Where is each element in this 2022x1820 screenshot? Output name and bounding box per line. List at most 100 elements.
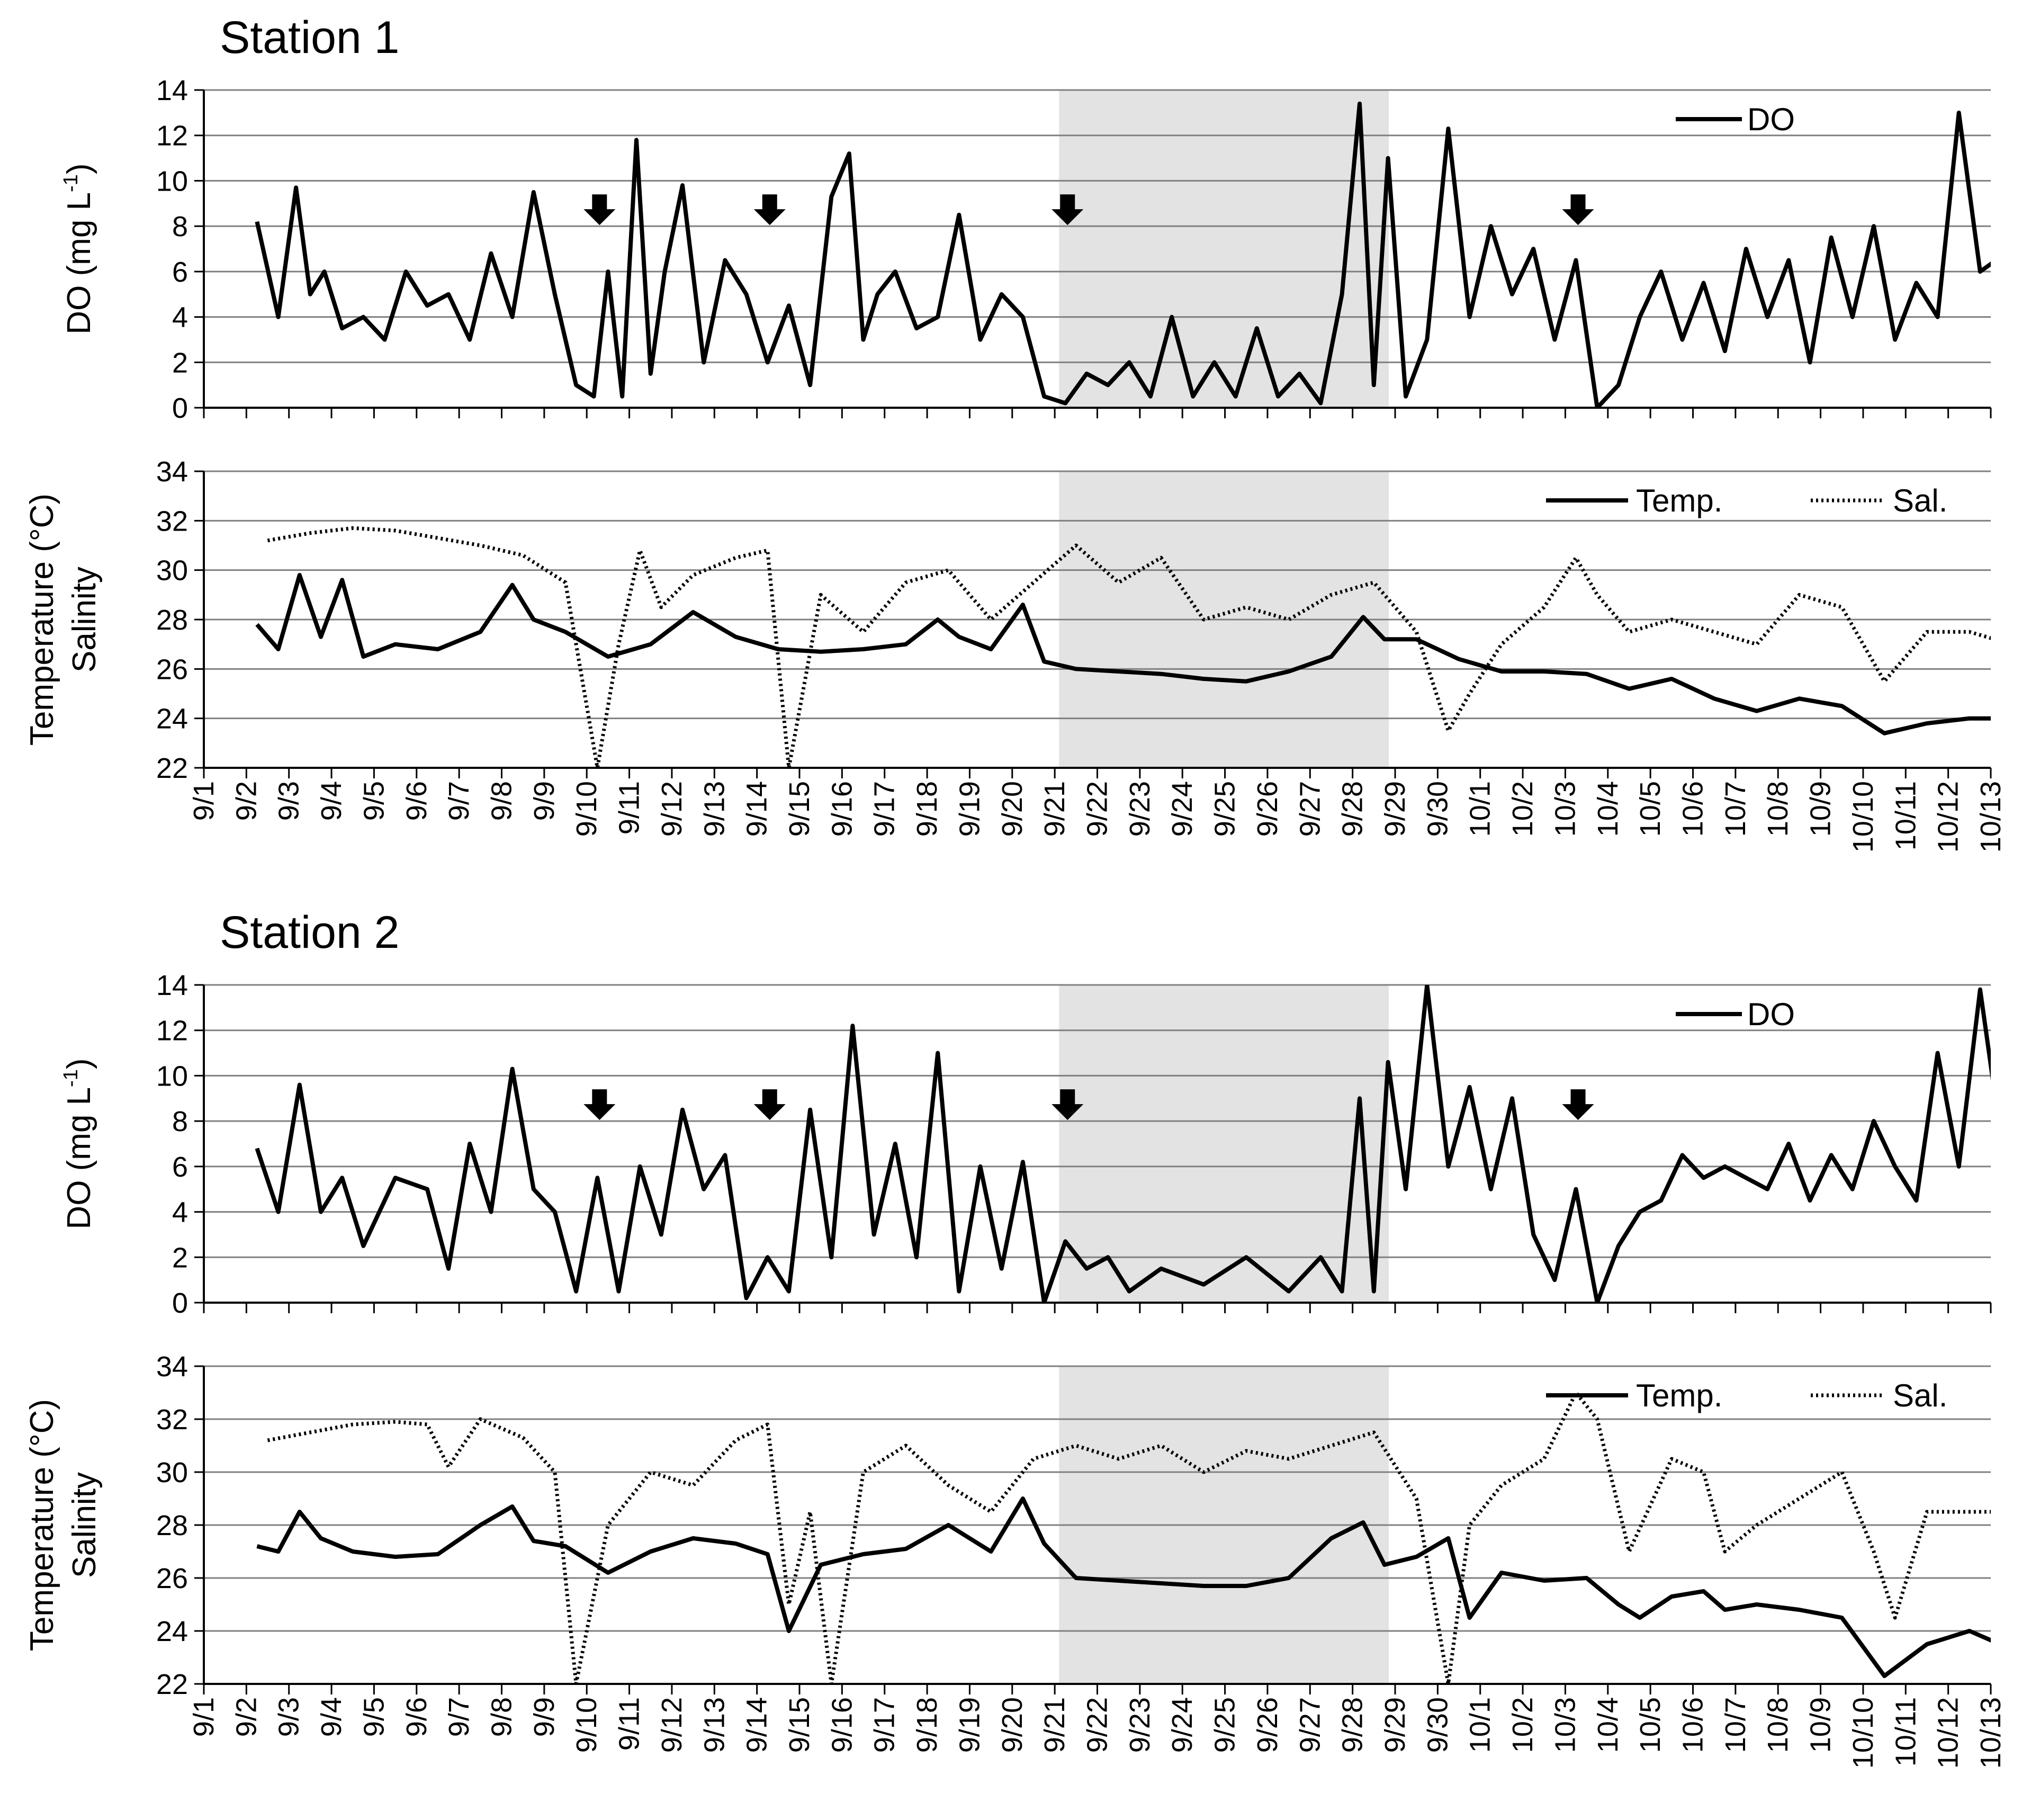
x-tick-label: 10/5 (1634, 1697, 1666, 1753)
y-tick-label: 4 (172, 1197, 188, 1229)
y-tick-label: 28 (156, 1510, 188, 1541)
y-tick-label: 8 (172, 211, 188, 243)
y-tick-label: 32 (156, 1404, 188, 1436)
x-tick-label: 10/5 (1634, 781, 1666, 837)
x-tick-label: 9/5 (358, 781, 390, 821)
x-tick-label: 9/8 (486, 1697, 518, 1737)
x-tick-label: 9/27 (1294, 781, 1326, 837)
x-tick-label: 9/12 (656, 1697, 688, 1753)
x-tick-label: 9/17 (869, 1697, 901, 1753)
legend: Temp. Sal. (1546, 483, 1947, 518)
x-tick-label: 9/12 (656, 781, 688, 837)
y-tick-label: 0 (172, 1287, 188, 1319)
x-tick-label: 10/9 (1805, 1697, 1837, 1753)
legend: DO (1676, 997, 1795, 1032)
x-tick-label: 9/28 (1337, 781, 1369, 837)
x-tick-label: 10/3 (1549, 1697, 1581, 1753)
x-tick-label: 9/9 (528, 781, 560, 821)
station-1-ts-panel: Temperature (°C) Salinity 22 24 26 28 30 32 34 (24, 456, 188, 784)
y-tick-label: 24 (156, 1616, 188, 1647)
legend-label-sal: Sal. (1893, 483, 1947, 518)
station-1-title: Station 1 (220, 12, 399, 63)
x-tick-label: 9/10 (571, 1697, 603, 1753)
y-tick-label: 14 (156, 75, 188, 106)
y-tick-label: 26 (156, 1563, 188, 1594)
x-tick-label: 10/1 (1464, 1697, 1496, 1753)
x-tick-label: 9/13 (698, 1697, 730, 1753)
y-tick-label: 12 (156, 120, 188, 152)
x-tick-label: 9/22 (1082, 781, 1113, 837)
series-line-temp (256, 1496, 1991, 1678)
svg-text:DO (mg L-1): DO (mg L-1) (60, 1058, 97, 1229)
legend-label-temp: Temp. (1636, 483, 1722, 518)
x-tick-label: 9/11 (614, 781, 645, 835)
y-tick-label: 2 (172, 1242, 188, 1274)
x-tick-label: 10/10 (1847, 781, 1879, 853)
x-tick-label: 10/2 (1507, 781, 1539, 837)
y-tick-label: 10 (156, 1060, 188, 1092)
event-arrow-icon (1052, 194, 1084, 226)
x-tick-label: 10/8 (1762, 1697, 1794, 1753)
event-arrow-icon (753, 194, 786, 226)
y-tick-label: 2 (172, 347, 188, 379)
x-tick-label: 10/7 (1720, 1697, 1751, 1753)
x-tick-label: 9/30 (1422, 781, 1453, 837)
x-tick-label: 9/27 (1294, 1697, 1326, 1753)
x-tick-label: 10/10 (1847, 1697, 1879, 1769)
station-1-do-panel: DO (mg L-1) 0 2 4 6 8 10 12 14 (60, 75, 188, 424)
legend-label-sal: Sal. (1893, 1378, 1947, 1413)
x-tick-label: 9/3 (273, 1697, 305, 1737)
y-tick-label: 8 (172, 1106, 188, 1137)
temperature-ylabel: Temperature (°C) (24, 494, 60, 746)
x-tick-label: 9/24 (1166, 781, 1198, 837)
x-tick-label: 9/16 (826, 781, 858, 837)
event-arrow-icon (1562, 194, 1594, 226)
x-tick-label: 9/26 (1252, 1697, 1283, 1753)
x-tick-label: 10/11 (1890, 781, 1921, 850)
x-tick-label: 9/28 (1337, 1697, 1369, 1753)
event-arrow-icon (583, 194, 616, 226)
x-tick-label: 9/2 (230, 1697, 262, 1737)
series-line-do (255, 101, 1991, 408)
x-tick-label: 10/13 (1975, 1697, 2007, 1769)
salinity-ylabel: Salinity (66, 1472, 103, 1578)
x-tick-label: 9/7 (443, 781, 475, 821)
x-tick-label: 10/1 (1464, 781, 1496, 837)
series-line-sal (267, 526, 1991, 768)
x-tick-label: 9/9 (528, 1697, 560, 1737)
x-tick-label: 9/22 (1082, 1697, 1113, 1753)
x-tick-label: 9/11 (614, 1697, 645, 1751)
x-tick-label: 9/3 (273, 781, 305, 821)
x-tick-label: 9/18 (911, 1697, 943, 1753)
x-tick-label: 9/23 (1124, 1697, 1156, 1753)
event-arrow-icon (583, 1089, 616, 1120)
x-tick-label: 9/26 (1252, 781, 1283, 837)
series-line-do (255, 985, 1991, 1303)
y-tick-label: 6 (172, 256, 188, 288)
y-tick-label: 10 (156, 165, 188, 197)
x-tick-label: 9/25 (1209, 1697, 1241, 1753)
x-tick-label: 9/19 (954, 1697, 985, 1753)
legend-label-do: DO (1747, 102, 1795, 137)
x-tick-label: 9/20 (996, 781, 1028, 837)
x-tick-label: 9/18 (911, 781, 943, 837)
x-tick-label: 10/4 (1592, 781, 1624, 837)
do-ylabel: DO (mg L-1) (60, 1058, 97, 1229)
y-tick-label: 34 (156, 1351, 188, 1383)
y-tick-label: 30 (156, 555, 188, 587)
y-tick-label: 28 (156, 604, 188, 636)
x-tick-label: 10/11 (1890, 1697, 1921, 1767)
x-tick-label: 9/1 (188, 781, 220, 821)
x-tick-label: 9/19 (954, 781, 985, 837)
shaded-period (1059, 985, 1389, 1303)
x-tick-label: 9/16 (826, 1697, 858, 1753)
legend: Temp. Sal. (1546, 1378, 1947, 1413)
x-tick-label: 9/4 (316, 781, 347, 821)
y-tick-label: 26 (156, 653, 188, 685)
x-tick-label: 9/13 (698, 781, 730, 837)
y-tick-label: 34 (156, 456, 188, 488)
chart-1: DO (194, 89, 1992, 418)
x-tick-label: 9/30 (1422, 1697, 1453, 1753)
y-tick-label: 6 (172, 1151, 188, 1183)
